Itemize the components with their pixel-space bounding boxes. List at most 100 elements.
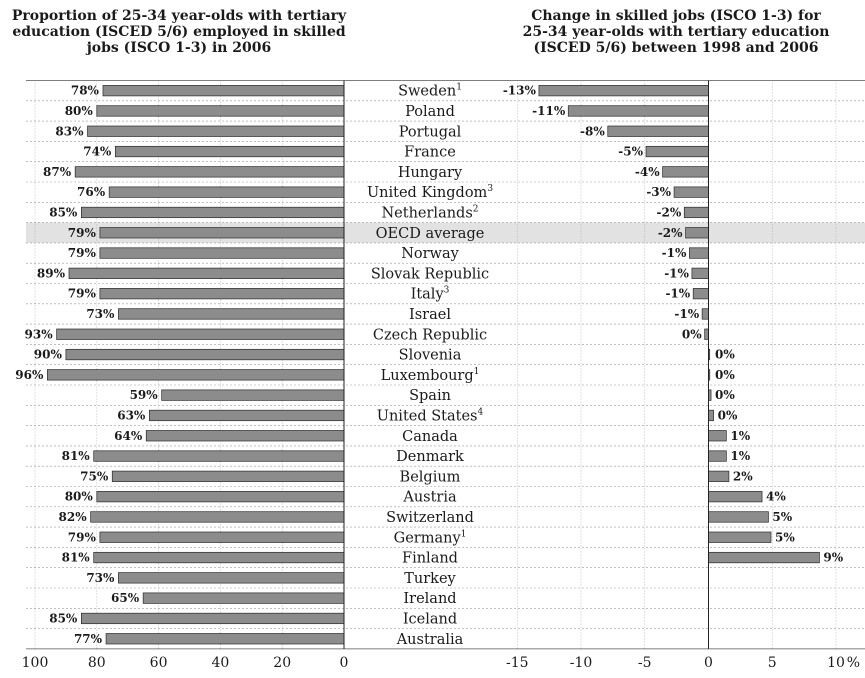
right-chart-title-line: Change in skilled jobs (ISCO 1-3) for [531,8,821,24]
right-bar-israel [701,308,709,320]
left-value-label: 79% [68,287,97,301]
left-x-tick-label: 20 [273,655,291,671]
left-value-label: 77% [74,632,103,646]
chart-titles: Proportion of 25-34 year-olds with terti… [12,8,830,56]
right-x-tick-label: 0 [704,655,713,671]
right-value-label: -13% [503,84,537,98]
left-bar-turkey [118,572,345,584]
country-label: Israel [409,307,451,323]
right-bar-united-kingdom [673,186,709,198]
country-label: United Kingdom3 [367,184,493,201]
right-value-label: 5% [775,530,795,544]
left-value-label: 82% [59,510,88,524]
left-bar-france [114,145,345,158]
country-label: Poland [405,104,455,120]
country-label: Netherlands2 [381,204,478,221]
right-bar-netherlands [683,206,709,219]
right-value-label: -5% [618,145,643,159]
country-label: Portugal [399,124,462,140]
left-x-tick-label: 100 [22,655,49,671]
right-value-label: 5% [772,510,792,524]
left-bar-spain [161,389,345,401]
left-value-label: 79% [68,226,97,240]
right-value-label: 0% [715,368,735,382]
left-bar-slovenia [65,348,345,361]
right-bar-belgium [708,470,730,482]
right-bar-denmark [708,450,727,462]
right-value-label: -8% [580,124,605,138]
right-bar-portugal [607,125,709,137]
left-bar-austria [96,491,345,503]
right-bar-oecd-average [685,227,709,239]
right-value-label: 1% [730,449,750,463]
right-bar-finland [708,551,820,564]
left-bar-australia [105,633,345,645]
right-value-label: -2% [657,205,682,219]
left-value-label: 87% [43,165,72,179]
country-label: Luxembourg1 [381,367,480,384]
country-label: United States4 [377,407,484,424]
right-bar-austria [708,491,763,503]
left-bar-sweden [102,85,345,97]
right-value-label: -1% [664,266,689,280]
left-value-label: 80% [65,490,94,504]
right-x-tick-label: -10 [570,655,593,671]
left-bar-netherlands [80,206,345,219]
right-bar-germany [708,531,772,543]
right-value-label: 1% [730,429,750,443]
left-value-label: 73% [86,571,115,585]
left-value-label: 79% [68,246,97,260]
right-value-label: -4% [635,165,660,179]
left-bar-oecd-average [99,227,345,239]
right-value-label: 0% [718,408,738,422]
country-label: Belgium [400,469,461,485]
right-x-tick-label: -5 [638,655,652,671]
left-value-label: 81% [62,449,91,463]
left-chart-title-line: jobs (ISCO 1-3) in 2006 [85,40,272,56]
left-value-label: 93% [25,327,54,341]
left-bar-czech-republic [56,328,345,340]
right-bar-sweden [538,85,709,97]
country-label: Hungary [398,165,463,181]
left-bar-iceland [80,612,345,625]
country-label: Iceland [403,611,457,627]
left-bar-canada [145,430,345,442]
axes-layer: 100 80 60 40 20 0 -15 -10 -5 0 5 10% [22,80,860,671]
right-bar-united-states [708,409,714,422]
left-bar-switzerland [90,511,345,523]
right-bar-switzerland [708,511,769,523]
left-value-label: 75% [80,469,109,483]
left-bar-norway [99,247,345,259]
right-x-tick-label: 10 [827,655,845,671]
left-value-label: 64% [114,429,143,443]
right-bar-hungary [662,166,709,178]
left-value-label: 65% [111,591,140,605]
left-value-label: 81% [62,551,91,565]
right-value-label: -1% [665,287,690,301]
left-x-tick-label: 60 [150,655,168,671]
left-value-label: 78% [71,84,100,98]
right-value-label: -1% [662,246,687,260]
right-value-label: 4% [766,490,786,504]
left-x-tick-label: 40 [211,655,229,671]
country-label: Slovenia [399,348,462,364]
left-value-label: 96% [15,368,44,382]
left-value-label: 73% [86,307,115,321]
right-value-label: -11% [532,104,566,118]
country-label: Italy3 [411,286,450,303]
left-x-tick-label: 0 [340,655,349,671]
left-bar-italy [99,288,345,300]
country-label: France [404,145,456,161]
left-bar-germany [99,531,345,543]
right-bar-canada [708,430,727,442]
right-chart-title-line: (ISCED 5/6) between 1998 and 2006 [533,40,818,56]
country-label: Finland [402,551,458,567]
country-label: Turkey [404,571,456,587]
left-bar-luxembourg [47,369,345,381]
left-bar-portugal [87,125,345,137]
left-value-label: 74% [83,145,112,159]
left-bar-poland [96,105,345,117]
left-value-label: 63% [117,408,146,422]
